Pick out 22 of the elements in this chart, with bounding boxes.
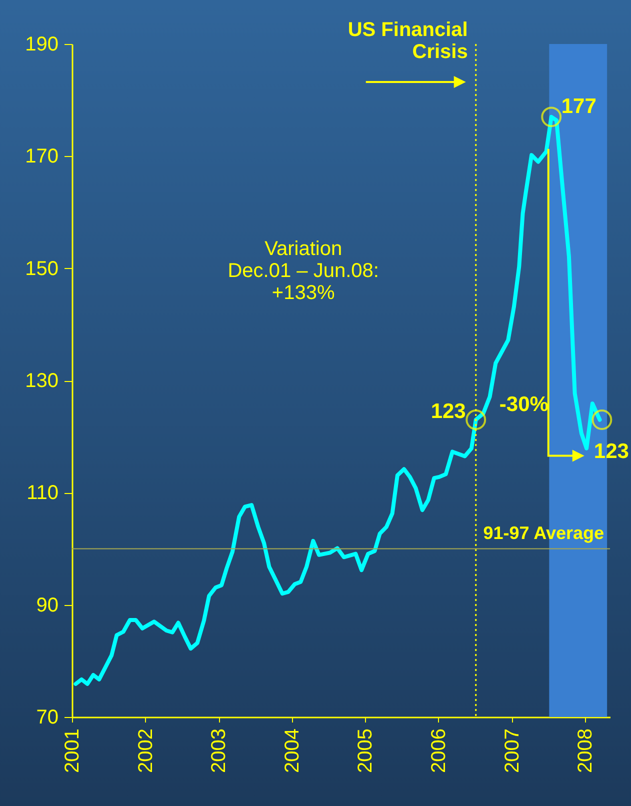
- x-tick-label: 2006: [428, 728, 450, 773]
- x-tick-label: 2004: [281, 728, 304, 773]
- y-tick-label: 110: [26, 482, 58, 504]
- x-tick-label: 2008: [574, 728, 597, 773]
- annotation: 123: [430, 400, 466, 423]
- ref-line-label: 91-97 Average: [483, 522, 604, 543]
- annotation: 177: [561, 94, 596, 118]
- annotation: Variation Dec.01 – Jun.08: +133%: [228, 238, 379, 304]
- y-tick-label: 170: [25, 146, 58, 168]
- x-tick-label: 2007: [501, 728, 524, 773]
- annotation: 123: [594, 440, 629, 463]
- y-tick-label: 190: [25, 34, 58, 56]
- y-tick-label: 70: [36, 706, 58, 728]
- y-tick-label: 130: [25, 370, 58, 392]
- x-tick-label: 2003: [208, 728, 230, 773]
- annotation: -30%: [499, 392, 549, 416]
- x-tick-label: 2001: [62, 728, 84, 773]
- y-tick-label: 90: [36, 594, 58, 616]
- x-tick-label: 2005: [354, 728, 377, 773]
- x-tick-label: 2002: [134, 728, 157, 773]
- ref-line-label: US Financial Crisis: [348, 19, 468, 63]
- y-tick-label: 150: [25, 258, 58, 280]
